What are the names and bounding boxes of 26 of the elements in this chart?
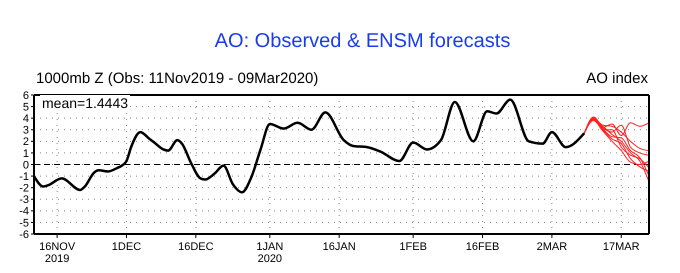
y-tick-label: -4 — [19, 206, 29, 218]
x-tick-label: 17MAR — [602, 241, 640, 253]
y-tick-label: 2 — [22, 136, 29, 148]
y-tick-label: -1 — [19, 170, 29, 183]
x-tick-label: 1DEC — [112, 241, 142, 253]
y-tick-label: 4 — [22, 113, 29, 126]
y-tick-label: 6 — [22, 90, 29, 102]
x-tick-label: 16NOV 2019 — [39, 241, 76, 265]
x-tick-label: 16FEB — [466, 241, 500, 253]
x-tick-label: 1JAN 2020 — [256, 241, 284, 265]
y-tick-label: -2 — [19, 182, 29, 195]
y-tick-label: -6 — [19, 228, 29, 241]
text: AO index — [586, 70, 648, 87]
y-tick-label: 1 — [22, 148, 29, 160]
chart-title: AO: Observed & ENSM forecasts — [214, 30, 512, 53]
y-tick-label: 3 — [22, 124, 29, 137]
y-tick-label: 5 — [22, 101, 29, 114]
y-tick-label: 0 — [22, 159, 29, 172]
x-tick-label: 16JAN — [322, 241, 356, 253]
y-tick-label: -3 — [19, 194, 29, 206]
x-tick-label: 1FEB — [399, 241, 427, 253]
y-tick-label: -5 — [19, 217, 29, 230]
x-tick-label: 2MAR — [536, 241, 568, 253]
chart-subtitle: 1000mb Z (Obs: 11Nov2019 - 09Mar2020) — [36, 70, 318, 87]
annotation: mean=1.4443 — [40, 95, 130, 111]
x-tick-label: 16DEC — [178, 241, 214, 253]
